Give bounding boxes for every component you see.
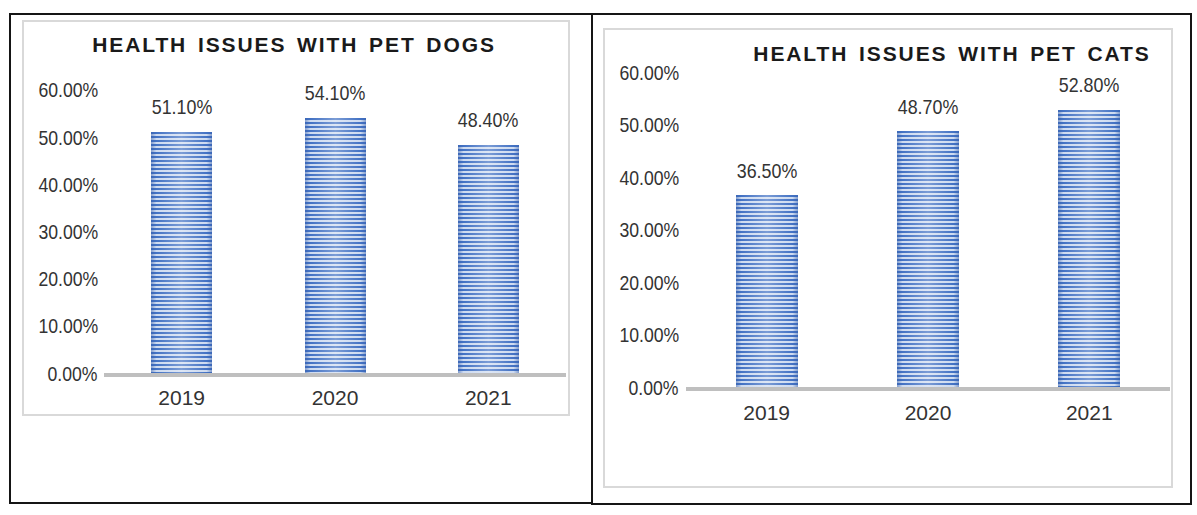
y-axis-tick-label: 40.00% — [38, 174, 98, 195]
y-axis-tick-label: 50.00% — [619, 114, 679, 135]
y-axis-tick-label: 0.00% — [629, 377, 679, 398]
data-label: 54.10% — [271, 82, 399, 103]
chart-title: HEALTH ISSUES WITH PET DOGS — [34, 32, 554, 58]
bar-2021 — [458, 145, 519, 373]
chart-panel-cats: HEALTH ISSUES WITH PET CATS 60.00% 50.00% 4… — [591, 13, 1192, 505]
y-axis-tick-label: 10.00% — [38, 315, 98, 336]
data-label: 51.10% — [118, 96, 246, 117]
y-axis-tick-label: 0.00% — [48, 363, 98, 384]
y-axis-tick-label: 30.00% — [619, 219, 679, 240]
x-axis-line — [686, 387, 1170, 391]
y-axis-tick-label: 20.00% — [619, 272, 679, 293]
bar-2020 — [897, 131, 959, 387]
y-axis-tick-label: 30.00% — [38, 221, 98, 242]
category-label: 2020 — [868, 402, 988, 424]
category-label: 2021 — [1029, 402, 1149, 424]
y-axis-tick-label: 60.00% — [38, 79, 98, 100]
y-axis-tick-label: 20.00% — [38, 268, 98, 289]
category-label: 2020 — [275, 387, 395, 409]
chart-panel-dogs: HEALTH ISSUES WITH PET DOGS 60.00% 50.00% 4… — [9, 13, 593, 504]
data-label: 48.40% — [425, 109, 553, 130]
category-label: 2019 — [122, 387, 242, 409]
bar-2021 — [1058, 110, 1120, 387]
bar-2019 — [736, 195, 798, 387]
data-label: 52.80% — [1026, 74, 1154, 95]
y-axis-tick-label: 40.00% — [619, 167, 679, 188]
chart-title: HEALTH ISSUES WITH PET CATS — [692, 41, 1192, 67]
x-axis-line — [104, 373, 566, 377]
y-axis-tick-label: 50.00% — [38, 127, 98, 148]
bar-2019 — [151, 132, 212, 373]
bar-2020 — [305, 118, 366, 373]
category-label: 2021 — [428, 387, 548, 409]
data-label: 48.70% — [864, 96, 992, 117]
category-label: 2019 — [707, 402, 827, 424]
y-axis-tick-label: 60.00% — [619, 62, 679, 83]
data-label: 36.50% — [703, 160, 831, 181]
y-axis-tick-label: 10.00% — [619, 324, 679, 345]
